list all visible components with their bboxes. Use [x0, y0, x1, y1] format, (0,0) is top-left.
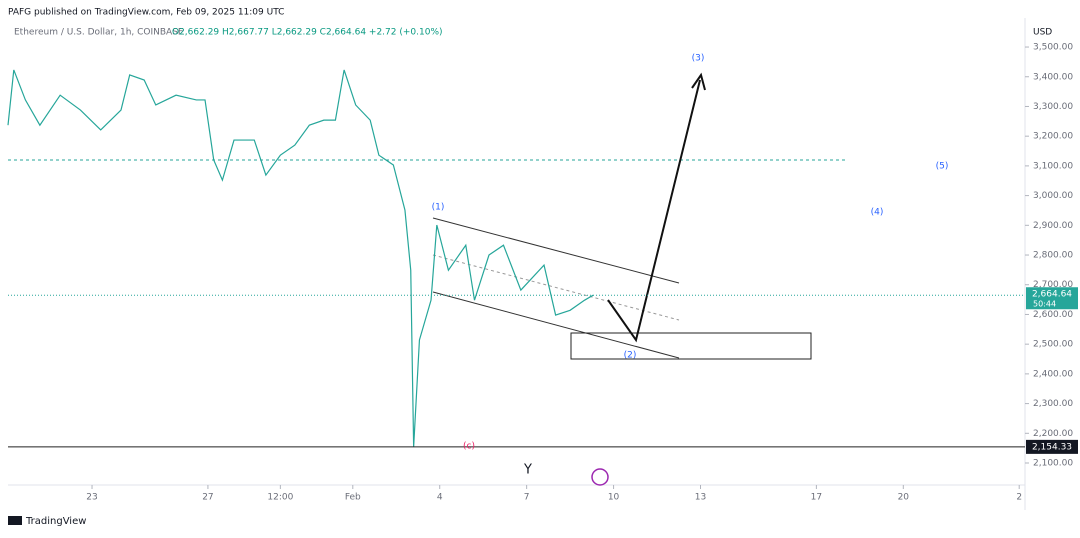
last-price-label: 2,664.64	[1032, 290, 1072, 300]
published-note: PAFG published on TradingView.com, Feb 0…	[8, 8, 284, 18]
y-tick-label: 2,500.00	[1033, 340, 1073, 350]
x-tick-label: 10	[608, 493, 620, 503]
support-label: 2,154.33	[1032, 442, 1072, 452]
last-price-tag	[1026, 287, 1078, 310]
y-tick-label: 3,500.00	[1033, 43, 1073, 53]
x-tick-label: 7	[524, 493, 530, 503]
y-tick-label: 3,100.00	[1033, 161, 1073, 171]
projection-arrow	[607, 79, 701, 343]
countdown: 50:44	[1033, 300, 1056, 309]
footer: TradingView	[8, 516, 86, 527]
x-tick-label: 12:00	[267, 493, 293, 503]
y-axis-label: USD	[1033, 28, 1052, 38]
channel-mid	[432, 254, 680, 321]
y-tick-label: 2,700.00	[1033, 280, 1073, 290]
x-tick-label: 17	[811, 493, 822, 503]
x-tick-label: 4	[437, 493, 443, 503]
target-zone	[570, 332, 812, 360]
ohlc-legend: O2,662.29 H2,667.77 L2,662.29 C2,664.64 …	[172, 28, 443, 38]
x-tick-label: 23	[86, 493, 97, 503]
wave-label: (5)	[936, 162, 949, 172]
wave-label: Y	[523, 463, 532, 478]
chart-title: Ethereum / U.S. Dollar, 1h, COINBASE	[14, 28, 184, 38]
y-tick-label: 3,000.00	[1033, 191, 1073, 201]
logo	[8, 516, 22, 525]
y-tick-label: 2,100.00	[1033, 459, 1073, 469]
x-tick-label: 13	[695, 493, 706, 503]
y-tick-label: 3,300.00	[1033, 102, 1073, 112]
y-tick-label: 2,800.00	[1033, 251, 1073, 261]
x-tick-label: 27	[202, 493, 213, 503]
x-tick-label: Feb	[345, 493, 361, 503]
wave-label: (4)	[871, 208, 884, 218]
channel-bottom	[432, 291, 680, 359]
brand: TradingView	[25, 516, 86, 527]
channel-top	[432, 217, 680, 284]
wave-label: (2)	[624, 351, 637, 361]
event-icon[interactable]	[591, 468, 609, 486]
wave-label: (c)	[463, 442, 475, 452]
y-tick-label: 2,900.00	[1033, 221, 1073, 231]
x-tick-label: 2	[1016, 493, 1022, 503]
y-tick-label: 3,400.00	[1033, 72, 1073, 82]
y-tick-label: 3,200.00	[1033, 132, 1073, 142]
y-tick-label: 2,400.00	[1033, 369, 1073, 379]
wave-label: (3)	[692, 54, 705, 64]
y-tick-label: 2,300.00	[1033, 399, 1073, 409]
y-tick-label: 2,200.00	[1033, 429, 1073, 439]
y-tick-label: 2,600.00	[1033, 310, 1073, 320]
arrow-head	[691, 72, 706, 91]
wave-label: (1)	[432, 203, 445, 213]
support-tag	[1026, 439, 1078, 454]
x-tick-label: 20	[898, 493, 910, 503]
price-line	[7, 69, 594, 448]
